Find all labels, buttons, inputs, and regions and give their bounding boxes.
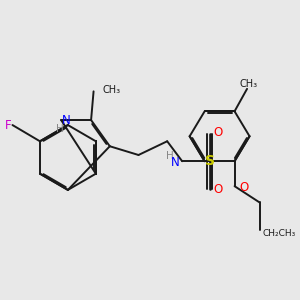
Text: O: O	[213, 183, 222, 196]
Text: O: O	[213, 126, 222, 139]
Text: CH₃: CH₃	[102, 85, 120, 95]
Text: F: F	[5, 118, 11, 131]
Text: S: S	[205, 154, 214, 168]
Text: H: H	[56, 124, 64, 134]
Text: N: N	[171, 156, 180, 169]
Text: O: O	[239, 181, 248, 194]
Text: CH₂CH₃: CH₂CH₃	[262, 229, 295, 238]
Text: N: N	[62, 114, 71, 127]
Text: CH₃: CH₃	[239, 79, 257, 89]
Text: H: H	[166, 151, 174, 161]
